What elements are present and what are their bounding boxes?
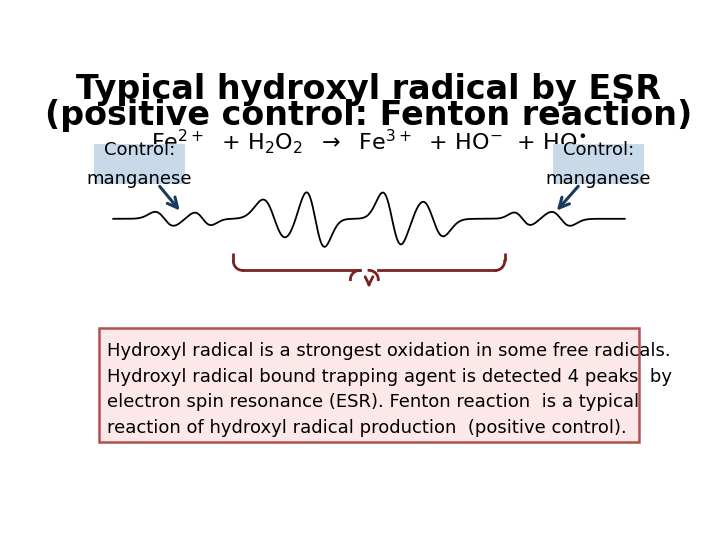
- Text: Typical hydroxyl radical by ESR: Typical hydroxyl radical by ESR: [76, 73, 662, 106]
- FancyBboxPatch shape: [99, 328, 639, 442]
- FancyBboxPatch shape: [553, 144, 644, 184]
- Text: (positive control: Fenton reaction): (positive control: Fenton reaction): [45, 99, 693, 132]
- Text: Control:
manganese: Control: manganese: [546, 140, 651, 188]
- Text: Control:
manganese: Control: manganese: [87, 140, 192, 188]
- Text: Hydroxyl radical is a strongest oxidation in some free radicals.
Hydroxyl radica: Hydroxyl radical is a strongest oxidatio…: [107, 342, 672, 437]
- FancyBboxPatch shape: [94, 144, 185, 184]
- Text: Fe$^{2+}$  + H$_2$O$_2$  $\rightarrow$  Fe$^{3+}$  + HO$^{-}$  + HO$^{\bullet}$: Fe$^{2+}$ + H$_2$O$_2$ $\rightarrow$ Fe$…: [151, 127, 587, 156]
